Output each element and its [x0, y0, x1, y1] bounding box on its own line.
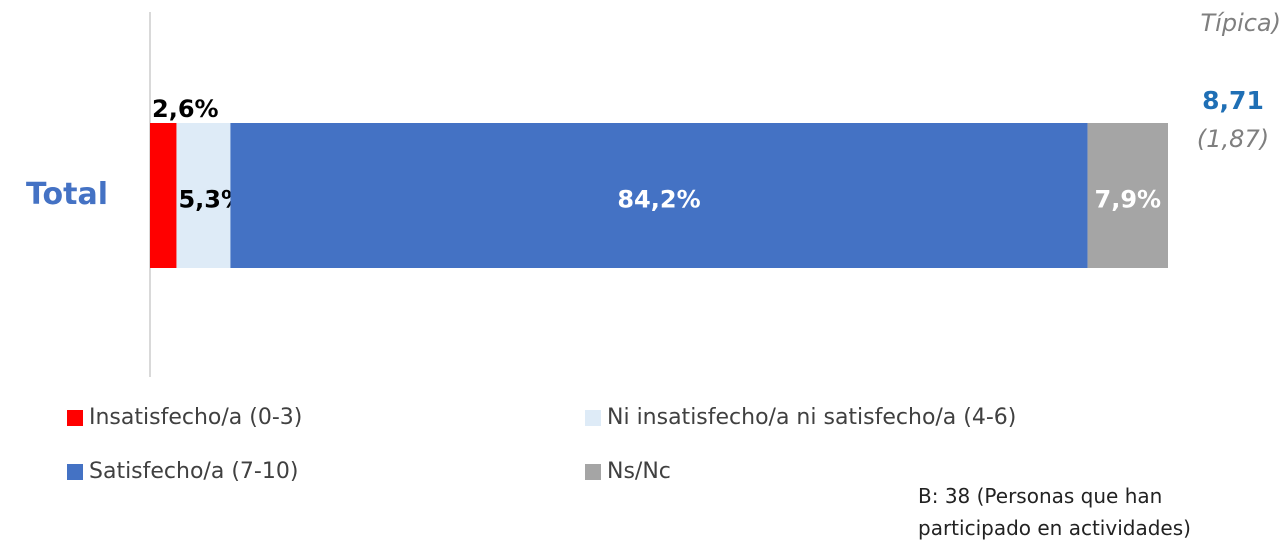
header-fragment: Típica)	[1201, 9, 1282, 37]
legend-label: Satisfecho/a (7-10)	[89, 459, 298, 484]
mean-value: 8,71	[1202, 86, 1264, 115]
legend-swatch	[67, 410, 83, 426]
data-label: 7,9%	[1095, 186, 1162, 214]
legend-swatch	[585, 410, 601, 426]
legend-label: Ns/Nc	[607, 459, 671, 484]
legend-label: Ni insatisfecho/a ni satisfecho/a (4-6)	[607, 405, 1016, 430]
legend-swatch	[67, 464, 83, 480]
sd-value: (1,87)	[1197, 125, 1269, 153]
legend-swatch	[585, 464, 601, 480]
data-label: 2,6%	[152, 95, 219, 123]
bar-segment	[150, 123, 177, 268]
bar-segment	[176, 123, 231, 268]
bar-segment	[1087, 123, 1168, 268]
category-label: Total	[26, 177, 108, 212]
data-label: 84,2%	[617, 186, 700, 214]
legend-label: Insatisfecho/a (0-3)	[89, 405, 302, 430]
base-note: B: 38 (Personas que han participado en a…	[918, 484, 1191, 540]
bar-segment	[230, 123, 1088, 268]
